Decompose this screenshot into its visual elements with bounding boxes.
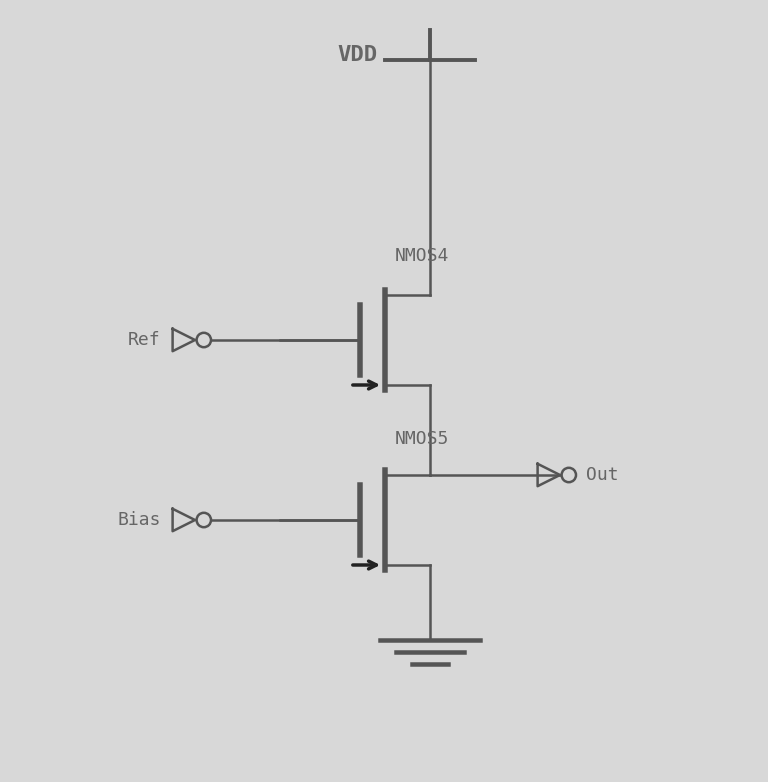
Text: Bias: Bias (117, 511, 161, 529)
Text: Out: Out (586, 466, 619, 484)
Text: NMOS4: NMOS4 (395, 247, 449, 265)
Text: NMOS5: NMOS5 (395, 430, 449, 448)
Text: VDD: VDD (337, 45, 377, 65)
Text: Ref: Ref (128, 331, 161, 349)
